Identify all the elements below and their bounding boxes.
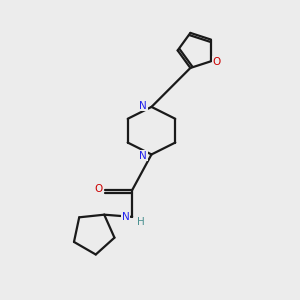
Text: N: N bbox=[122, 212, 130, 222]
Text: O: O bbox=[95, 184, 103, 194]
Text: H: H bbox=[136, 217, 144, 227]
Text: O: O bbox=[212, 57, 220, 67]
Text: N: N bbox=[139, 101, 147, 111]
Text: N: N bbox=[139, 151, 147, 160]
